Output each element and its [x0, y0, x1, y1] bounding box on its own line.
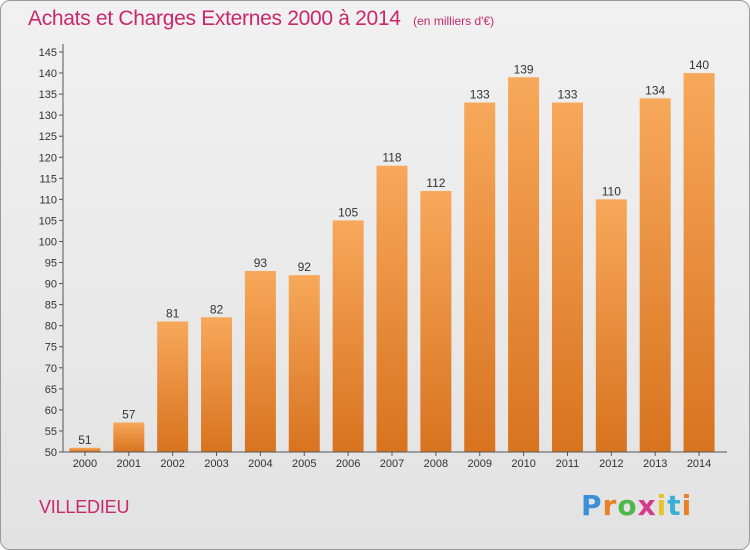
bar — [683, 73, 715, 452]
x-tick-label: 2000 — [73, 458, 97, 470]
x-tick-label: 2007 — [380, 458, 404, 470]
data-label: 105 — [338, 205, 358, 219]
bar — [288, 275, 320, 452]
logo-letter: t — [667, 489, 682, 522]
bar — [376, 165, 408, 452]
data-label: 133 — [470, 88, 490, 102]
data-label: 139 — [514, 62, 534, 76]
x-axis: 2000 2001 2002 2003 2004 2005 2006 2007 2008 2009… — [63, 451, 727, 470]
bar — [639, 98, 671, 452]
bar — [113, 422, 145, 452]
x-tick-label: 2014 — [687, 458, 711, 470]
data-label: 51 — [78, 433, 92, 447]
bar — [464, 102, 496, 453]
x-tick-label: 2013 — [643, 458, 667, 470]
x-tick-label: 2012 — [599, 458, 623, 470]
location-name: VILLEDIEU — [39, 497, 130, 517]
data-label: 57 — [122, 408, 136, 422]
logo-letter: x — [637, 489, 657, 522]
bar — [332, 220, 364, 452]
y-axis: 50 55 60 65 70 75 80 85 90 95 100 105 110 115 120 125 13… — [39, 44, 64, 459]
logo-letter: o — [617, 489, 638, 522]
x-tick-label: 2001 — [117, 458, 141, 470]
y-tick-label: 120 — [39, 152, 57, 164]
y-tick-label: 70 — [45, 363, 57, 375]
data-label: 118 — [382, 151, 401, 165]
y-tick-label: 125 — [39, 131, 57, 143]
logo-letter: i — [681, 489, 693, 522]
x-tick-label: 2002 — [160, 458, 184, 470]
y-tick-label: 105 — [39, 215, 57, 227]
data-label: 82 — [210, 302, 224, 316]
bar — [551, 102, 583, 453]
y-tick-label: 80 — [45, 321, 57, 333]
chart-title: Achats et Charges Externes 2000 à 2014 — [28, 7, 401, 30]
logo-letter: i — [656, 489, 668, 522]
bar — [69, 447, 101, 452]
data-label: 93 — [254, 256, 268, 270]
y-tick-label: 55 — [45, 426, 57, 438]
x-tick-label: 2004 — [248, 458, 272, 470]
x-tick-label: 2005 — [292, 458, 316, 470]
x-tick-label: 2006 — [336, 458, 360, 470]
bars-group: 51 57 81 82 93 92 105 118 112 133 139 133 110 134 140 — [69, 58, 715, 453]
bar — [244, 270, 276, 452]
y-tick-label: 75 — [45, 342, 57, 354]
bar — [595, 199, 627, 452]
x-tick-label: 2008 — [424, 458, 448, 470]
y-tick-label: 90 — [45, 279, 57, 291]
data-label: 133 — [557, 88, 577, 102]
y-tick-label: 140 — [39, 68, 57, 80]
bar — [508, 77, 540, 453]
y-tick-label: 110 — [39, 194, 57, 206]
logo-letter: P — [581, 489, 603, 522]
x-tick-label: 2009 — [467, 458, 491, 470]
data-label: 134 — [645, 83, 665, 97]
bar — [201, 317, 233, 452]
chart-subtitle: (en milliers d'€) — [413, 14, 495, 28]
y-tick-label: 115 — [39, 173, 57, 185]
y-tick-label: 145 — [39, 47, 57, 59]
data-label: 92 — [298, 260, 312, 274]
y-tick-label: 130 — [39, 110, 57, 122]
y-tick-label: 60 — [45, 405, 57, 417]
x-tick-label: 2003 — [204, 458, 228, 470]
y-tick-label: 100 — [39, 236, 57, 248]
x-tick-label: 2010 — [511, 458, 535, 470]
y-tick-label: 95 — [45, 258, 57, 270]
y-tick-label: 85 — [45, 300, 57, 312]
data-label: 81 — [166, 306, 180, 320]
logo-letter: r — [602, 489, 618, 522]
proxiti-logo: Proxiti — [581, 489, 692, 522]
y-tick-label: 50 — [45, 447, 57, 459]
y-tick-label: 135 — [39, 89, 57, 101]
data-label: 140 — [689, 58, 709, 72]
title-row: Achats et Charges Externes 2000 à 2014 (… — [28, 7, 494, 31]
bar — [420, 190, 452, 452]
bar — [157, 321, 189, 452]
y-tick-label: 65 — [45, 384, 57, 396]
data-label: 110 — [602, 184, 621, 198]
x-tick-label: 2011 — [556, 458, 580, 470]
data-label: 112 — [426, 176, 445, 190]
